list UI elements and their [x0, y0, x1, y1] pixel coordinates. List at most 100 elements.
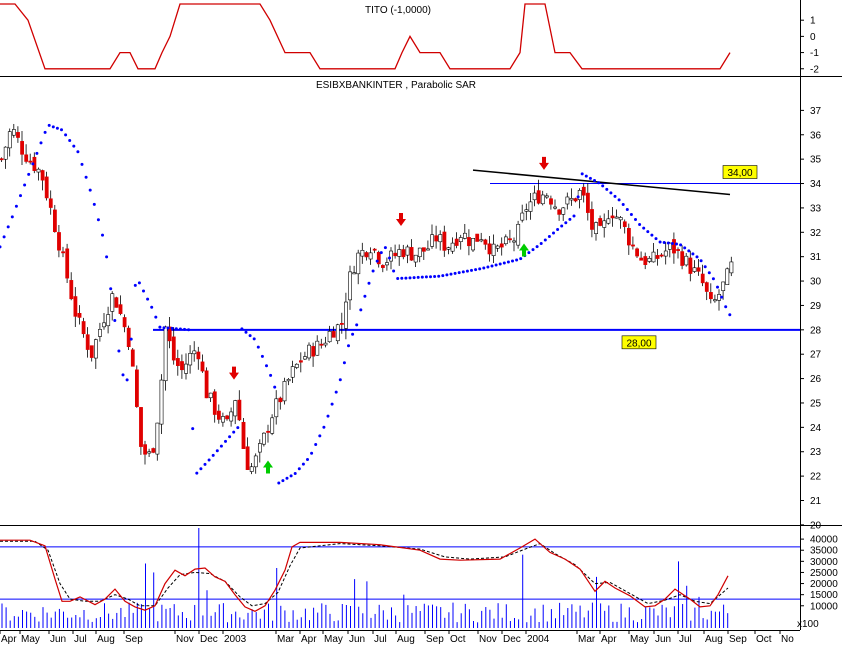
parabolic-sar-dots: [0, 123, 732, 485]
sar-dot: [527, 251, 531, 255]
price-panel: ESIBXBANKINTER , Parabolic SAR 37 36 35 34 3…: [0, 80, 822, 531]
indicator-panel: TITO (-1,0000) 1 0 -1 -2: [0, 3, 819, 75]
sar-dot: [14, 204, 18, 208]
sar-dot: [35, 151, 39, 155]
x-tick-label: Jul: [679, 634, 692, 645]
candle-body: [204, 370, 209, 399]
sar-dot: [314, 443, 318, 447]
candle-body: [663, 250, 668, 257]
candle-body: [688, 257, 693, 274]
x-tick-label: Jun: [349, 634, 365, 645]
sar-dot: [506, 260, 510, 264]
candle-body: [676, 249, 681, 251]
volume-y-tick-label: 30000: [810, 557, 838, 568]
candle-body: [311, 346, 316, 357]
candle-body: [44, 176, 49, 199]
sar-dot: [720, 295, 724, 299]
candle-body: [94, 339, 98, 359]
candle-body: [180, 361, 184, 371]
sar-dot: [92, 202, 96, 206]
sar-dot: [68, 138, 72, 142]
price-y-tick-label: 36: [810, 130, 822, 141]
candle-body: [536, 190, 541, 204]
candle-body: [729, 261, 734, 274]
candle-body: [307, 344, 312, 359]
sar-dot: [158, 325, 162, 329]
candle-body: [553, 206, 558, 209]
sar-dot: [207, 458, 211, 462]
candle-body: [139, 407, 143, 447]
candle-body: [98, 329, 102, 337]
sar-dot: [60, 128, 63, 132]
price-y-tick-label: 31: [810, 252, 822, 263]
sar-dot: [88, 188, 92, 192]
candle-body: [606, 218, 611, 224]
candle-body: [155, 422, 160, 455]
sar-dot: [367, 281, 371, 285]
candle-body: [188, 353, 193, 366]
candle-body: [290, 366, 295, 378]
sar-dot: [498, 262, 502, 266]
sar-dot: [433, 274, 437, 278]
candle-body: [147, 451, 152, 454]
price-y-tick-label: 33: [810, 203, 822, 214]
sar-dot: [539, 241, 543, 245]
sar-dot: [191, 427, 195, 431]
sar-dot: [597, 181, 601, 185]
sar-dot: [728, 313, 732, 317]
sar-dot: [605, 187, 609, 191]
sell-arrow: [539, 156, 549, 170]
price-y-tick-label: 28: [810, 325, 822, 336]
candle-body: [106, 314, 111, 327]
candle-body: [631, 244, 635, 247]
candle-body: [143, 444, 148, 455]
sar-dot: [703, 265, 707, 269]
sar-dot: [502, 261, 506, 265]
candle-body: [487, 243, 492, 255]
candle-body: [298, 360, 303, 363]
candle-body: [192, 350, 197, 355]
candle-body: [360, 250, 365, 257]
indicator-line: [0, 3, 731, 70]
sar-dot: [318, 434, 322, 438]
sar-dot: [429, 275, 432, 279]
candle-body: [573, 198, 578, 202]
candle-body: [622, 221, 627, 227]
sar-dot: [166, 326, 170, 330]
candle-body: [557, 209, 562, 215]
sar-dot: [371, 269, 375, 273]
candle-body: [331, 331, 336, 338]
sar-dot: [334, 390, 338, 394]
candle-body: [69, 280, 74, 300]
sar-dot: [150, 305, 154, 309]
candle-body: [639, 257, 644, 261]
candle-body: [409, 247, 414, 261]
sar-dot: [379, 251, 383, 255]
price-level-labels: 34,00 28,00: [621, 165, 758, 349]
sar-dot: [273, 385, 277, 389]
sar-dot: [383, 246, 387, 250]
candle-body: [159, 379, 164, 425]
candle-body: [475, 233, 480, 242]
sar-dot: [564, 221, 568, 225]
candle-body: [253, 455, 258, 468]
sar-dot: [84, 175, 88, 179]
candle-body: [171, 336, 176, 361]
candle-body: [339, 323, 344, 325]
resistance-trendline: [472, 169, 731, 196]
sar-dot: [322, 425, 326, 429]
price-y-tick-label: 24: [810, 423, 822, 434]
x-tick-label: Aug: [705, 634, 723, 645]
sar-dot: [412, 276, 416, 280]
candle-body: [528, 201, 533, 212]
sar-dot: [232, 430, 236, 434]
candle-body: [643, 256, 648, 265]
sar-dot: [437, 274, 441, 278]
volume-oscillator-signal: [0, 540, 729, 607]
x-tick-label: Oct: [450, 634, 466, 645]
sar-dot: [535, 245, 539, 249]
candle-body: [212, 391, 217, 415]
candle-body: [81, 321, 86, 335]
sar-dot: [572, 214, 576, 218]
sar-dot: [342, 361, 346, 365]
